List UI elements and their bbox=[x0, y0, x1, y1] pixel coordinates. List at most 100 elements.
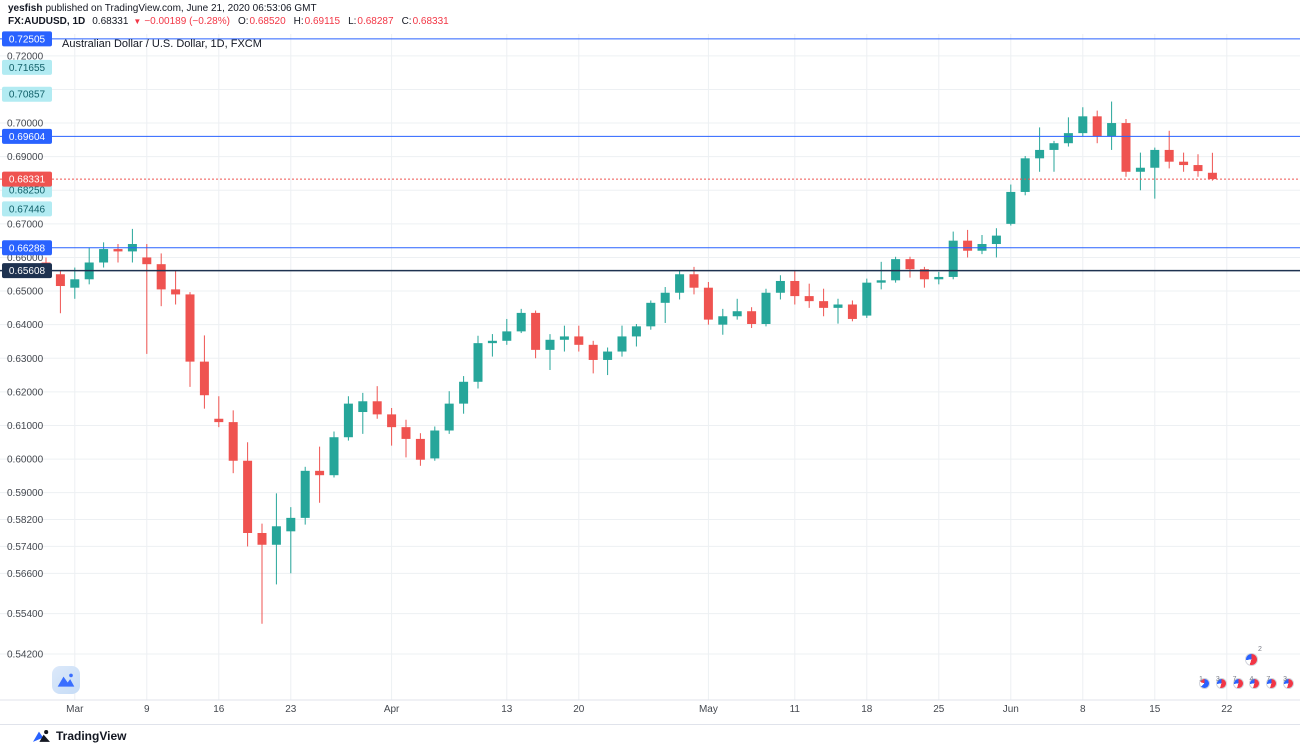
time-axis-label: 8 bbox=[1080, 704, 1086, 715]
price-chip-label: 0.67446 bbox=[9, 204, 46, 215]
idea-marker[interactable]: 7 bbox=[1266, 676, 1281, 692]
price-chip bbox=[2, 171, 52, 187]
candle-body bbox=[804, 296, 814, 302]
candle-body bbox=[919, 269, 929, 280]
idea-marker-count: 7 bbox=[1266, 676, 1271, 683]
symbol-info-bar: FX:AUDUSD, 1D 0.68331 ▼ −0.00189 (−0.28%… bbox=[8, 16, 449, 27]
price-chip bbox=[2, 201, 52, 217]
close-label: C: bbox=[401, 16, 412, 27]
price-chip bbox=[2, 86, 52, 102]
candle-body bbox=[948, 240, 958, 277]
candle-body bbox=[243, 460, 253, 533]
candle-body bbox=[1049, 143, 1059, 150]
candle-body bbox=[142, 257, 152, 265]
candle-body bbox=[531, 312, 541, 350]
footer-brand[interactable]: TradingView bbox=[56, 728, 127, 743]
idea-marker[interactable]: 3 bbox=[1215, 676, 1231, 692]
candle-body bbox=[617, 336, 627, 352]
price-axis-label: 0.60000 bbox=[7, 455, 44, 466]
time-axis-label: 23 bbox=[285, 704, 297, 715]
time-axis-labels: Mar 9 16 23 Apr 13 20 May 11 18 25 Jun 8 15 22 bbox=[66, 704, 1233, 715]
candle-body bbox=[401, 427, 411, 439]
candle-body bbox=[545, 339, 555, 350]
price-axis-labels: 0.72000 0.70000 0.69000 0.67000 0.66000 0.650… bbox=[7, 51, 44, 660]
time-axis-label: 16 bbox=[213, 704, 225, 715]
price-chip-label: 0.66288 bbox=[9, 243, 46, 254]
candle-body bbox=[343, 403, 353, 438]
pie-chart-icon bbox=[1283, 678, 1295, 689]
price-axis-label: 0.54200 bbox=[7, 649, 44, 660]
price-chip bbox=[2, 59, 52, 75]
candle-body bbox=[487, 340, 497, 344]
idea-marker[interactable]: 7 bbox=[1232, 676, 1248, 692]
time-axis-label: Apr bbox=[384, 704, 400, 715]
idea-marker[interactable]: 3 bbox=[1283, 676, 1298, 692]
price-axis-label: 0.59000 bbox=[7, 488, 44, 499]
candle-body bbox=[1107, 123, 1117, 137]
price-chip-label: 0.71655 bbox=[9, 63, 46, 74]
tradingview-watermark-logo bbox=[52, 666, 80, 694]
idea-marker-count: 4 bbox=[1249, 676, 1254, 683]
candle-body bbox=[55, 274, 65, 287]
price-chip bbox=[2, 31, 52, 47]
price-axis-label: 0.66000 bbox=[7, 253, 44, 264]
candle-body bbox=[689, 274, 699, 288]
candles bbox=[41, 101, 1217, 624]
candle-body bbox=[718, 316, 728, 325]
time-axis-label: 20 bbox=[573, 704, 585, 715]
candle-body bbox=[99, 249, 109, 263]
idea-marker[interactable]: 2 bbox=[1245, 646, 1262, 666]
candle-body bbox=[1035, 149, 1045, 159]
candle-body bbox=[747, 311, 757, 324]
price-chip bbox=[2, 263, 52, 279]
time-axis-label: 15 bbox=[1149, 704, 1161, 715]
price-axis-label: 0.61000 bbox=[7, 421, 44, 432]
published-text: published on TradingView.com, June 21, 2… bbox=[45, 3, 317, 14]
candle-body bbox=[430, 430, 440, 459]
candle-body bbox=[732, 311, 742, 317]
high-value: 0.69115 bbox=[304, 16, 341, 27]
time-axis-label: 11 bbox=[790, 704, 801, 715]
candle-body bbox=[775, 280, 785, 293]
tradingview-logo-icon[interactable] bbox=[33, 729, 50, 742]
price-chip-label: 0.65608 bbox=[9, 266, 46, 277]
idea-marker[interactable]: 4 bbox=[1249, 676, 1264, 692]
idea-marker-count: 1 bbox=[1199, 676, 1203, 683]
low-label: L: bbox=[348, 16, 357, 27]
price-chip-label: 0.68331 bbox=[9, 175, 46, 186]
candle-body bbox=[631, 326, 641, 337]
candle-body bbox=[185, 294, 195, 362]
open-value: 0.68520 bbox=[249, 16, 286, 27]
candle-body bbox=[588, 344, 598, 360]
candle-body bbox=[257, 532, 267, 545]
idea-marker[interactable]: 1 bbox=[1199, 676, 1214, 692]
candle-body bbox=[300, 470, 310, 518]
candle-body bbox=[315, 470, 325, 476]
time-axis-label: 13 bbox=[501, 704, 513, 715]
price-axis-chips: 0.72505 0.71655 0.70857 0.69604 0.68250 0.674… bbox=[2, 31, 52, 279]
candle-body bbox=[1020, 158, 1030, 192]
symbol-name: FX:AUDUSD, 1D bbox=[8, 16, 86, 27]
time-axis-label: Jun bbox=[1003, 704, 1019, 715]
price-axis-label: 0.58200 bbox=[7, 515, 44, 526]
candle-body bbox=[761, 292, 771, 324]
candle-body bbox=[459, 381, 469, 404]
price-axis-label: 0.72000 bbox=[7, 51, 44, 62]
idea-marker-count: 2 bbox=[1258, 645, 1262, 653]
price-chip bbox=[2, 240, 52, 256]
price-axis-label: 0.70000 bbox=[7, 119, 44, 130]
price-axis-label: 0.67000 bbox=[7, 219, 44, 230]
candle-body bbox=[516, 312, 526, 332]
candle-body bbox=[559, 336, 569, 340]
candle-body bbox=[847, 304, 857, 319]
price-axis-label: 0.62000 bbox=[7, 387, 44, 398]
candle-body bbox=[862, 282, 872, 316]
candle-body bbox=[833, 304, 843, 308]
candle-body bbox=[171, 289, 181, 295]
close-value: 0.68331 bbox=[412, 16, 449, 27]
candle-body bbox=[372, 401, 382, 415]
candle-body bbox=[1078, 116, 1088, 134]
candle-body bbox=[214, 418, 224, 423]
pie-chart-icon bbox=[1199, 678, 1210, 689]
